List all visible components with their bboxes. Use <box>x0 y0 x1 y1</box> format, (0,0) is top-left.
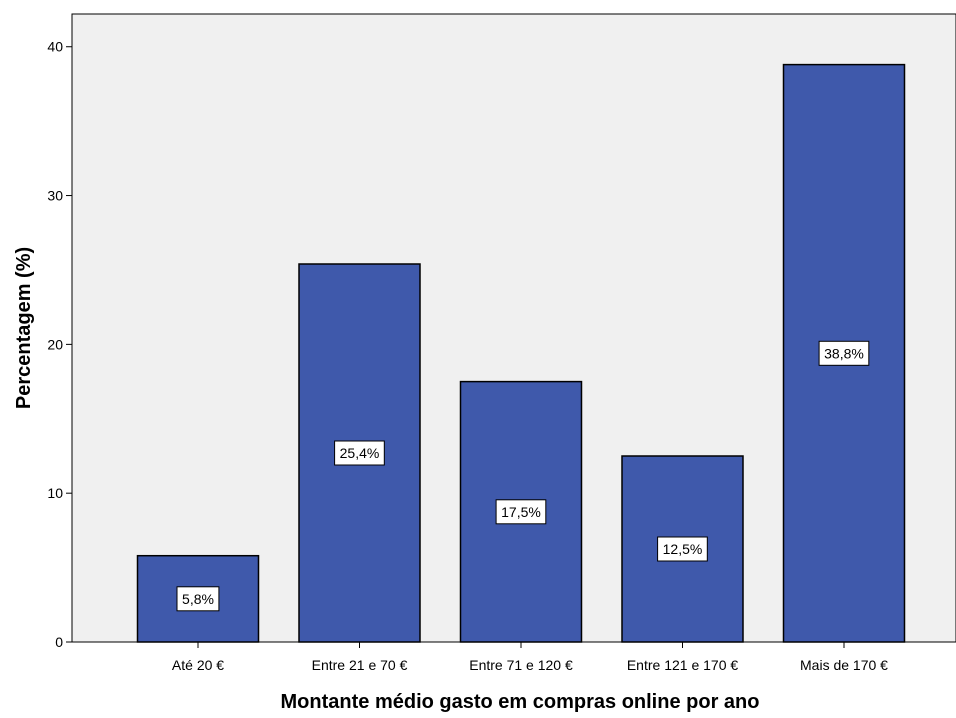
y-tick-label: 10 <box>47 485 63 501</box>
data-label: 38,8% <box>818 340 870 366</box>
y-tick-label: 30 <box>47 188 63 204</box>
data-label-box <box>334 440 385 466</box>
data-label: 25,4% <box>334 440 385 466</box>
data-label: 17,5% <box>495 499 547 525</box>
y-tick-label: 40 <box>47 39 63 55</box>
data-label: 5,8% <box>176 586 220 612</box>
x-tick-label: Até 20 € <box>172 657 224 673</box>
data-label-text: 5,8% <box>182 591 214 607</box>
x-tick-label: Mais de 170 € <box>800 657 888 673</box>
data-label-text: 38,8% <box>824 345 864 361</box>
x-axis-title: Montante médio gasto em compras online p… <box>281 691 760 713</box>
data-label-box <box>176 586 220 612</box>
y-tick-label: 0 <box>55 634 63 650</box>
data-label: 12,5% <box>657 536 708 562</box>
data-labels: 5,8% 25,4% 17,5% 12,5% 38,8% <box>176 340 870 612</box>
data-label-text: 17,5% <box>501 504 541 520</box>
data-label-box <box>495 499 547 525</box>
data-label-box <box>657 536 708 562</box>
x-tick-label: Entre 21 e 70 € <box>312 657 408 673</box>
axes <box>71 14 956 643</box>
y-tick-label: 20 <box>47 336 63 352</box>
x-tick-label: Entre 121 e 170 € <box>627 657 739 673</box>
data-label-box <box>818 340 870 366</box>
y-ticks: 0 10 20 30 40 <box>47 39 72 650</box>
y-axis-title: Percentagem (%) <box>13 247 35 409</box>
x-ticks: Até 20 € Entre 21 e 70 € Entre 71 e 120 € E… <box>172 642 888 673</box>
data-label-text: 12,5% <box>663 541 703 557</box>
x-tick-label: Entre 71 e 120 € <box>469 657 573 673</box>
data-label-text: 25,4% <box>340 445 380 461</box>
